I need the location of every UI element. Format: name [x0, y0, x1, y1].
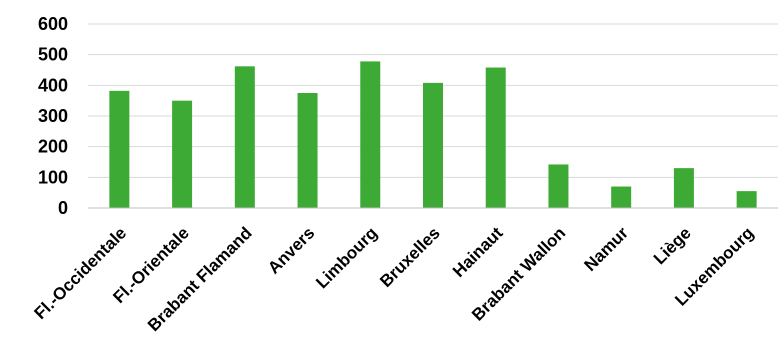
- y-tick-label: 100: [38, 167, 68, 187]
- bar: [673, 168, 694, 208]
- x-tick-label: Anvers: [264, 223, 318, 277]
- y-tick-label: 300: [38, 106, 68, 126]
- y-tick-label: 200: [38, 137, 68, 157]
- bar: [548, 164, 569, 208]
- y-tick-label: 500: [38, 45, 68, 65]
- bar: [360, 61, 381, 209]
- y-tick-label: 600: [38, 14, 68, 34]
- bar: [485, 67, 506, 209]
- y-tick-labels: 0 100 200 300 400 500 600: [38, 14, 68, 218]
- bar: [172, 100, 193, 208]
- bar: [736, 191, 757, 208]
- x-tick-label: Hainaut: [449, 223, 507, 281]
- x-tick-label: Bruxelles: [376, 223, 444, 291]
- x-tick-label: Liège: [650, 223, 695, 268]
- x-tick-label: Limbourg: [312, 223, 381, 292]
- x-tick-label: Namur: [580, 223, 632, 275]
- x-tick-label: Brabant Flamand: [144, 223, 256, 335]
- bar: [423, 82, 443, 208]
- x-tick-label: Fl.-Occidentale: [31, 223, 131, 323]
- bar: [109, 90, 130, 208]
- bar: [297, 93, 318, 208]
- y-tick-label: 0: [58, 198, 68, 218]
- bar: [611, 186, 632, 208]
- bar: [234, 66, 255, 208]
- y-tick-label: 400: [38, 75, 68, 95]
- bars: [109, 61, 757, 209]
